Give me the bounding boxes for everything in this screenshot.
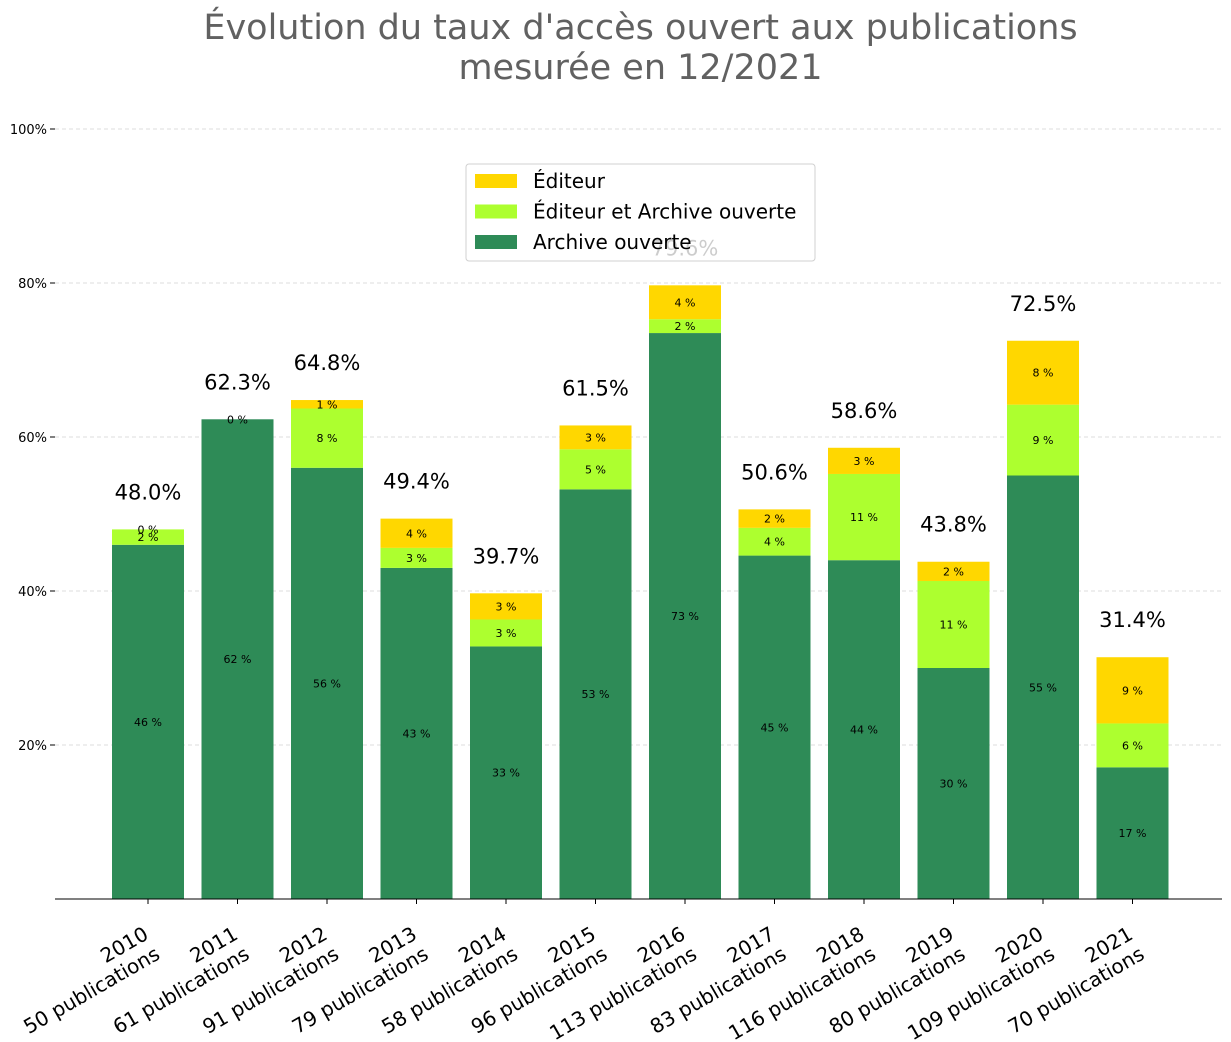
bar-segment <box>649 319 721 334</box>
bar-segment <box>291 408 363 468</box>
segment-value-label: 11 % <box>850 511 878 524</box>
legend-swatch <box>475 174 517 188</box>
bar-segment <box>559 425 632 450</box>
bar-segment <box>1096 657 1169 724</box>
segment-value-label: 56 % <box>313 677 341 690</box>
chart-title-line-1: Évolution du taux d'accès ouvert aux pub… <box>203 8 1078 48</box>
segment-value-label: 3 % <box>854 455 875 468</box>
bar-segment <box>828 560 900 899</box>
bar-total-label: 48.0% <box>115 480 182 504</box>
bar-segment <box>201 419 274 899</box>
bar-total-label: 31.4% <box>1099 608 1166 632</box>
bar-segment <box>649 285 721 320</box>
bar-segment <box>112 544 184 899</box>
bar-total-label: 64.8% <box>294 351 361 375</box>
segment-value-label: 62 % <box>224 653 252 666</box>
bar-segment <box>828 447 900 474</box>
bar-segment <box>380 518 453 548</box>
bar-segment <box>1007 475 1079 899</box>
segment-value-label: 3 % <box>406 552 427 565</box>
bar-total-label: 39.7% <box>473 544 540 568</box>
bar-segment <box>738 509 811 528</box>
bar-segment <box>112 529 184 545</box>
bar-segment <box>291 400 363 409</box>
segment-value-label: 73 % <box>671 610 699 623</box>
segment-value-label: 46 % <box>134 716 162 729</box>
legend-label: Éditeur <box>533 169 606 193</box>
chart-title: Évolution du taux d'accès ouvert aux pub… <box>0 8 1231 88</box>
legend-label: Éditeur et Archive ouverte <box>533 200 796 224</box>
bar-segment <box>380 567 453 899</box>
bar-segment <box>380 547 453 568</box>
y-tick-label: 80% <box>18 277 47 292</box>
bar-segment <box>917 580 990 668</box>
bar-total-label: 72.5% <box>1010 292 1077 316</box>
segment-value-label: 3 % <box>585 431 606 444</box>
segment-value-label: 9 % <box>1122 684 1143 697</box>
y-tick-label: 60% <box>18 431 47 446</box>
segment-value-label: 2 % <box>764 513 785 526</box>
segment-value-label: 0 % <box>138 523 159 536</box>
bar-segment <box>559 449 632 490</box>
y-tick-label: 40% <box>18 585 47 600</box>
segment-value-label: 4 % <box>406 527 427 540</box>
legend-box <box>465 163 816 262</box>
segment-value-label: 4 % <box>764 536 785 549</box>
bar-segment <box>470 619 542 647</box>
y-tick-label: 100% <box>10 123 47 138</box>
segment-value-label: 30 % <box>940 778 968 791</box>
segment-value-label: 6 % <box>1122 739 1143 752</box>
chart-title-line-2: mesurée en 12/2021 <box>458 48 823 88</box>
bar-segment <box>917 668 990 899</box>
bar-total-label: 61.5% <box>562 376 629 400</box>
segment-value-label: 0 % <box>227 413 248 426</box>
legend-swatch <box>475 235 517 249</box>
legend-swatch <box>475 204 517 219</box>
bar-segment <box>649 333 721 899</box>
bar-segment <box>828 473 900 561</box>
segment-value-label: 8 % <box>1033 367 1054 380</box>
segment-value-label: 3 % <box>496 627 517 640</box>
legend-label: Archive ouverte <box>533 230 692 254</box>
segment-value-label: 43 % <box>403 727 431 740</box>
segment-value-label: 5 % <box>585 463 606 476</box>
segment-value-label: 1 % <box>317 398 338 411</box>
segment-value-label: 2 % <box>943 565 964 578</box>
segment-value-label: 33 % <box>492 767 520 780</box>
segment-value-label: 8 % <box>317 432 338 445</box>
bar-total-label: 50.6% <box>741 460 808 484</box>
segment-value-label: 55 % <box>1029 681 1057 694</box>
bar-total-label: 43.8% <box>920 513 987 537</box>
segment-value-label: 11 % <box>940 618 968 631</box>
bar-total-label: 62.3% <box>204 370 271 394</box>
segment-value-label: 4 % <box>675 296 696 309</box>
bar-total-label: 49.4% <box>383 470 450 494</box>
segment-value-label: 2 % <box>675 320 696 333</box>
segment-value-label: 9 % <box>1033 434 1054 447</box>
segment-value-label: 2 % <box>138 531 159 544</box>
bar-segment <box>917 561 990 581</box>
segment-value-label: 17 % <box>1119 827 1147 840</box>
bar-segment <box>470 593 542 620</box>
segment-value-label: 44 % <box>850 724 878 737</box>
bar-segment <box>1007 340 1079 405</box>
segment-value-label: 45 % <box>761 721 789 734</box>
bar-segment <box>291 467 363 899</box>
segment-value-label: 3 % <box>496 600 517 613</box>
bar-segment <box>738 555 811 899</box>
bar-segment <box>738 527 811 556</box>
bar-total-label: 58.6% <box>831 399 898 423</box>
segment-value-label: 53 % <box>582 688 610 701</box>
bar-segment <box>1007 404 1079 476</box>
bar-segment <box>1096 767 1169 899</box>
bar-segment <box>470 646 542 899</box>
y-tick-label: 20% <box>18 739 47 754</box>
bar-segment <box>1096 723 1169 768</box>
bar-segment <box>559 489 632 899</box>
